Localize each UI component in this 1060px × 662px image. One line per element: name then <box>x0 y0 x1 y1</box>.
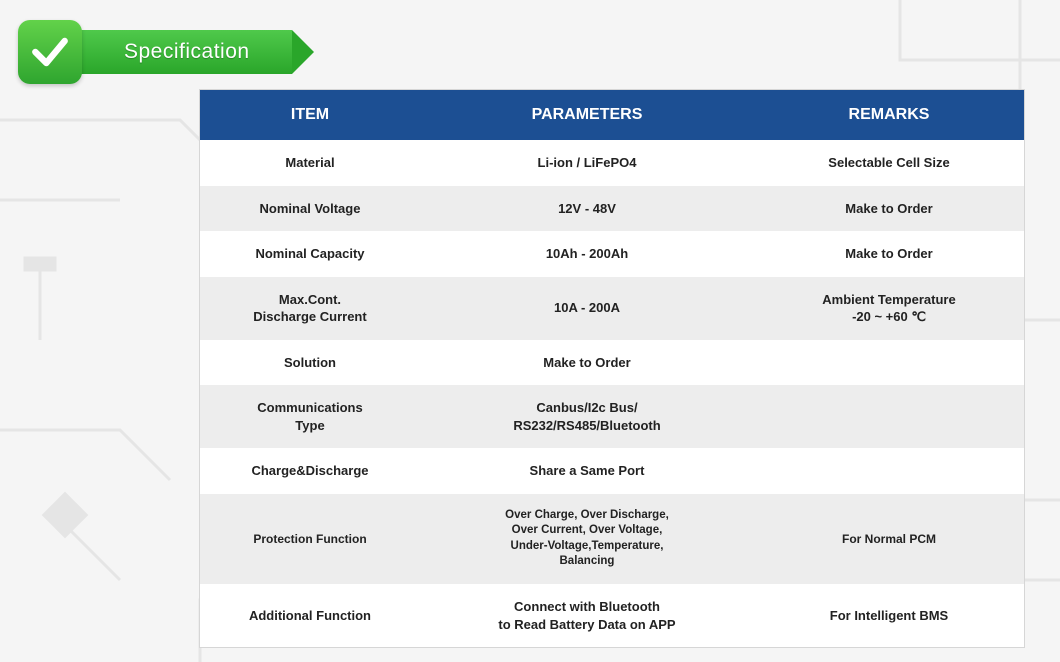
cell-item: Max.Cont. Discharge Current <box>200 277 420 340</box>
table-row: Nominal Capacity 10Ah - 200Ah Make to Or… <box>200 231 1024 277</box>
cell-remarks: For Normal PCM <box>754 494 1024 584</box>
cell-item: Protection Function <box>200 494 420 584</box>
cell-item: Communications Type <box>200 385 420 448</box>
cell-item: Nominal Voltage <box>200 186 420 232</box>
col-header-remarks: REMARKS <box>754 90 1024 140</box>
cell-params: 10A - 200A <box>420 277 754 340</box>
cell-params: Canbus/I2c Bus/ RS232/RS485/Bluetooth <box>420 385 754 448</box>
page-title-ribbon: Specification <box>76 30 292 74</box>
cell-params: 10Ah - 200Ah <box>420 231 754 277</box>
table-row: Nominal Voltage 12V - 48V Make to Order <box>200 186 1024 232</box>
table-row: Max.Cont. Discharge Current 10A - 200A A… <box>200 277 1024 340</box>
cell-remarks <box>754 340 1024 386</box>
table-row: Solution Make to Order <box>200 340 1024 386</box>
table-row: Charge&Discharge Share a Same Port <box>200 448 1024 494</box>
cell-params: Share a Same Port <box>420 448 754 494</box>
header: Specification <box>18 20 292 84</box>
cell-item: Nominal Capacity <box>200 231 420 277</box>
cell-params: Li-ion / LiFePO4 <box>420 140 754 186</box>
cell-remarks: For Intelligent BMS <box>754 584 1024 647</box>
cell-remarks: Ambient Temperature -20 ~ +60 ℃ <box>754 277 1024 340</box>
col-header-parameters: PARAMETERS <box>420 90 754 140</box>
table-row: Communications Type Canbus/I2c Bus/ RS23… <box>200 385 1024 448</box>
table-row: Protection Function Over Charge, Over Di… <box>200 494 1024 584</box>
table-row: Material Li-ion / LiFePO4 Selectable Cel… <box>200 140 1024 186</box>
cell-remarks: Selectable Cell Size <box>754 140 1024 186</box>
cell-params: Make to Order <box>420 340 754 386</box>
page-title: Specification <box>124 40 250 64</box>
cell-remarks <box>754 385 1024 448</box>
cell-remarks: Make to Order <box>754 231 1024 277</box>
check-icon <box>18 20 82 84</box>
col-header-item: ITEM <box>200 90 420 140</box>
cell-item: Charge&Discharge <box>200 448 420 494</box>
cell-params: 12V - 48V <box>420 186 754 232</box>
table-header: ITEM PARAMETERS REMARKS <box>200 90 1024 140</box>
cell-item: Solution <box>200 340 420 386</box>
table-row: Additional Function Connect with Bluetoo… <box>200 584 1024 647</box>
cell-item: Additional Function <box>200 584 420 647</box>
cell-item: Material <box>200 140 420 186</box>
cell-params: Connect with Bluetooth to Read Battery D… <box>420 584 754 647</box>
cell-remarks: Make to Order <box>754 186 1024 232</box>
cell-params: Over Charge, Over Discharge, Over Curren… <box>420 494 754 584</box>
cell-remarks <box>754 448 1024 494</box>
spec-table: ITEM PARAMETERS REMARKS Material Li-ion … <box>200 90 1024 647</box>
